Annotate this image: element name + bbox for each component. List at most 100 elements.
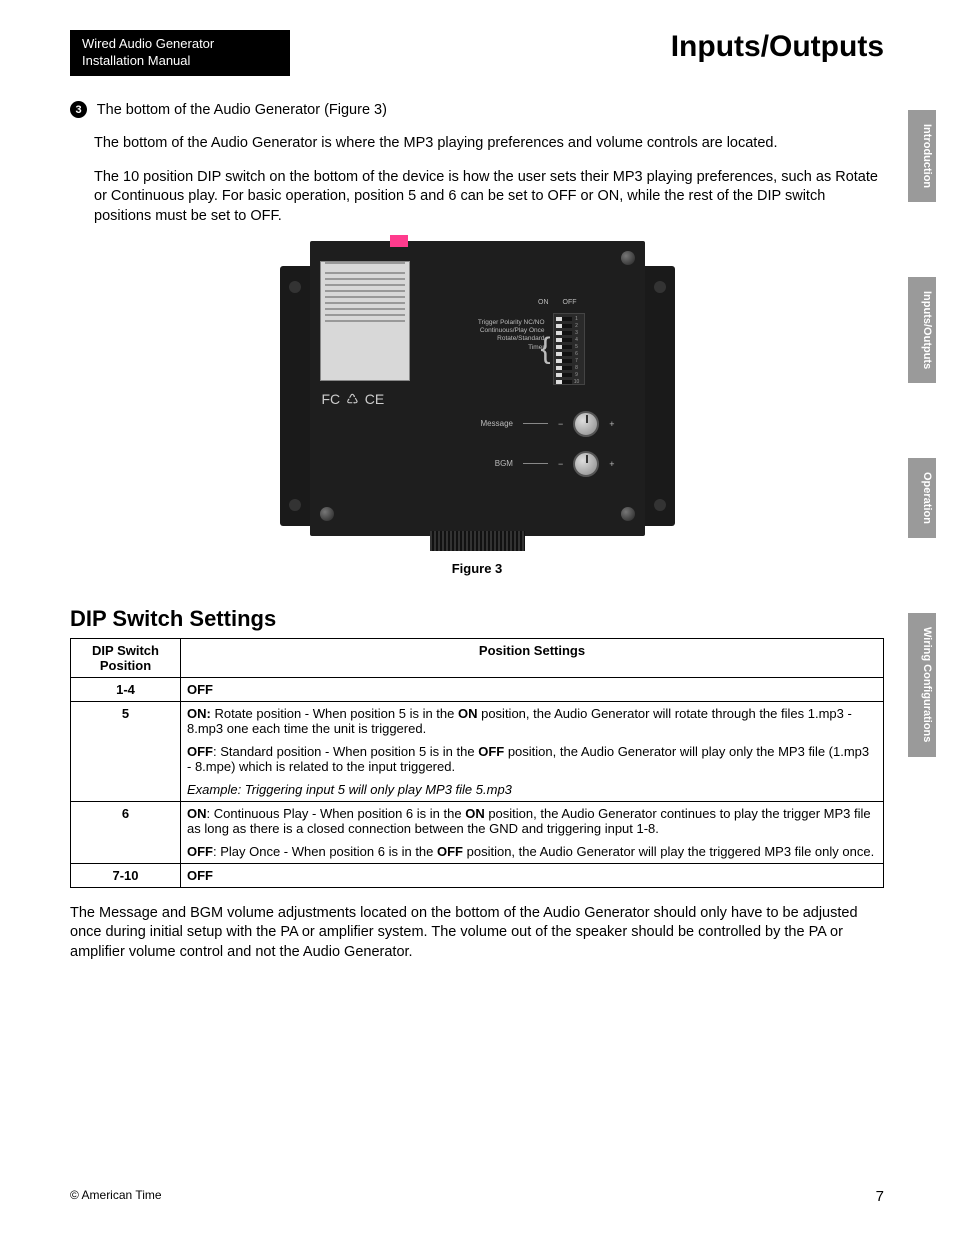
- bgm-label: BGM: [495, 459, 513, 468]
- dip-slot: [556, 366, 572, 370]
- dip-label: Rotate/Standard: [478, 335, 545, 343]
- dip-on-label: ON: [538, 299, 549, 306]
- screw-icon: [320, 507, 334, 521]
- body-paragraph: The 10 position DIP switch on the bottom…: [94, 168, 884, 227]
- dip-number: 6: [572, 351, 582, 357]
- manual-title-line1: Wired Audio Generator: [82, 36, 278, 53]
- dip-number: 7: [572, 358, 582, 364]
- page-title: Inputs/Outputs: [671, 30, 884, 64]
- minus-icon: −: [558, 459, 563, 469]
- table-header-position: DIP Switch Position: [71, 638, 181, 677]
- dip-switch-row: 10: [556, 379, 582, 385]
- dip-knob-icon: [556, 366, 562, 370]
- dip-slot: [556, 352, 572, 356]
- mounting-bracket-left: [280, 266, 310, 526]
- plus-icon: +: [609, 419, 614, 429]
- dip-slot: [556, 324, 572, 328]
- dip-position-cell: 7-10: [71, 863, 181, 887]
- device-body: FC ♺ CE ON OFF Trigger Polarity NC/NO Co…: [310, 241, 645, 536]
- dip-number: 5: [572, 344, 582, 350]
- dip-knob-icon: [556, 373, 562, 377]
- screw-hole-icon: [289, 281, 301, 293]
- dip-slot: [556, 345, 572, 349]
- dip-number: 10: [572, 379, 582, 385]
- dip-knob-icon: [556, 324, 562, 328]
- bgm-volume-row: BGM − +: [495, 451, 615, 477]
- brace-icon: {: [540, 341, 550, 356]
- table-row: 7-10OFF: [71, 863, 884, 887]
- dip-slot: [556, 359, 572, 363]
- screw-hole-icon: [654, 281, 666, 293]
- body-paragraph: The bottom of the Audio Generator is whe…: [94, 134, 884, 154]
- dip-settings-cell: ON: Continuous Play - When position 6 is…: [181, 801, 884, 863]
- product-label-sticker: [320, 261, 410, 381]
- dip-knob-icon: [556, 338, 562, 342]
- dip-knob-icon: [556, 352, 562, 356]
- bgm-volume-knob: [573, 451, 599, 477]
- dip-slot: [556, 373, 572, 377]
- minus-icon: −: [558, 419, 563, 429]
- table-header-settings: Position Settings: [181, 638, 884, 677]
- sd-card-icon: [390, 235, 408, 247]
- dip-switch-row: 7: [556, 358, 582, 364]
- body-paragraph: The Message and BGM volume adjustments l…: [70, 904, 884, 963]
- dip-knob-icon: [556, 331, 562, 335]
- screw-icon: [621, 251, 635, 265]
- step-number-badge: 3: [70, 101, 87, 118]
- dip-number: 2: [572, 323, 582, 329]
- dip-number: 8: [572, 365, 582, 371]
- settings-text-block: ON: Rotate position - When position 5 is…: [187, 706, 877, 736]
- screw-hole-icon: [654, 499, 666, 511]
- section-heading-row: 3 The bottom of the Audio Generator (Fig…: [70, 101, 884, 121]
- dip-switch-row: 4: [556, 337, 582, 343]
- manual-title-box: Wired Audio Generator Installation Manua…: [70, 30, 290, 76]
- dip-switch-row: 5: [556, 344, 582, 350]
- section-tab: Wiring Configurations: [908, 613, 936, 756]
- dip-knob-icon: [556, 317, 562, 321]
- line-icon: [523, 463, 548, 464]
- dip-switch-row: 8: [556, 365, 582, 371]
- certification-icons: FC ♺ CE: [322, 391, 385, 408]
- dip-knob-icon: [556, 345, 562, 349]
- dip-settings-cell: OFF: [181, 677, 884, 701]
- dip-knob-icon: [556, 380, 562, 384]
- section-tab: Inputs/Outputs: [908, 277, 936, 383]
- dip-label: Trigger Polarity NC/NO: [478, 319, 545, 327]
- dip-switch-row: 6: [556, 351, 582, 357]
- dip-position-cell: 6: [71, 801, 181, 863]
- manual-title-line2: Installation Manual: [82, 53, 278, 70]
- dip-label: Continuous/Play Once: [478, 327, 545, 335]
- plus-icon: +: [609, 459, 614, 469]
- settings-text-block: Example: Triggering input 5 will only pl…: [187, 782, 877, 797]
- dip-position-cell: 1-4: [71, 677, 181, 701]
- dip-settings-cell: OFF: [181, 863, 884, 887]
- dip-slot: [556, 331, 572, 335]
- dip-slot: [556, 380, 572, 384]
- section-tabs: IntroductionInputs/OutputsOperationWirin…: [908, 110, 936, 757]
- dip-knob-icon: [556, 359, 562, 363]
- settings-text-block: OFF: Play Once - When position 6 is in t…: [187, 844, 877, 859]
- message-label: Message: [481, 419, 513, 428]
- figure-caption: Figure 3: [70, 561, 884, 576]
- screw-hole-icon: [289, 499, 301, 511]
- settings-text-block: OFF: Standard position - When position 5…: [187, 744, 877, 774]
- table-row: 5ON: Rotate position - When position 5 i…: [71, 701, 884, 801]
- page-header: Wired Audio Generator Installation Manua…: [70, 30, 884, 76]
- table-row: 1-4OFF: [71, 677, 884, 701]
- fcc-icon: FC: [322, 391, 341, 408]
- dip-switch-row: 1: [556, 316, 582, 322]
- line-icon: [523, 423, 548, 424]
- device-illustration: FC ♺ CE ON OFF Trigger Polarity NC/NO Co…: [280, 241, 675, 551]
- mounting-bracket-right: [645, 266, 675, 526]
- dip-settings-cell: ON: Rotate position - When position 5 is…: [181, 701, 884, 801]
- dip-slot: [556, 338, 572, 342]
- table-row: 6ON: Continuous Play - When position 6 i…: [71, 801, 884, 863]
- dip-switch-row: 3: [556, 330, 582, 336]
- dip-switch-row: 2: [556, 323, 582, 329]
- copyright-text: © American Time: [70, 1188, 162, 1205]
- section-title: The bottom of the Audio Generator (Figur…: [97, 102, 387, 118]
- dip-number: 9: [572, 372, 582, 378]
- ce-icon: CE: [365, 391, 384, 408]
- dip-switch-block: 12345678910: [553, 313, 585, 385]
- screw-icon: [621, 507, 635, 521]
